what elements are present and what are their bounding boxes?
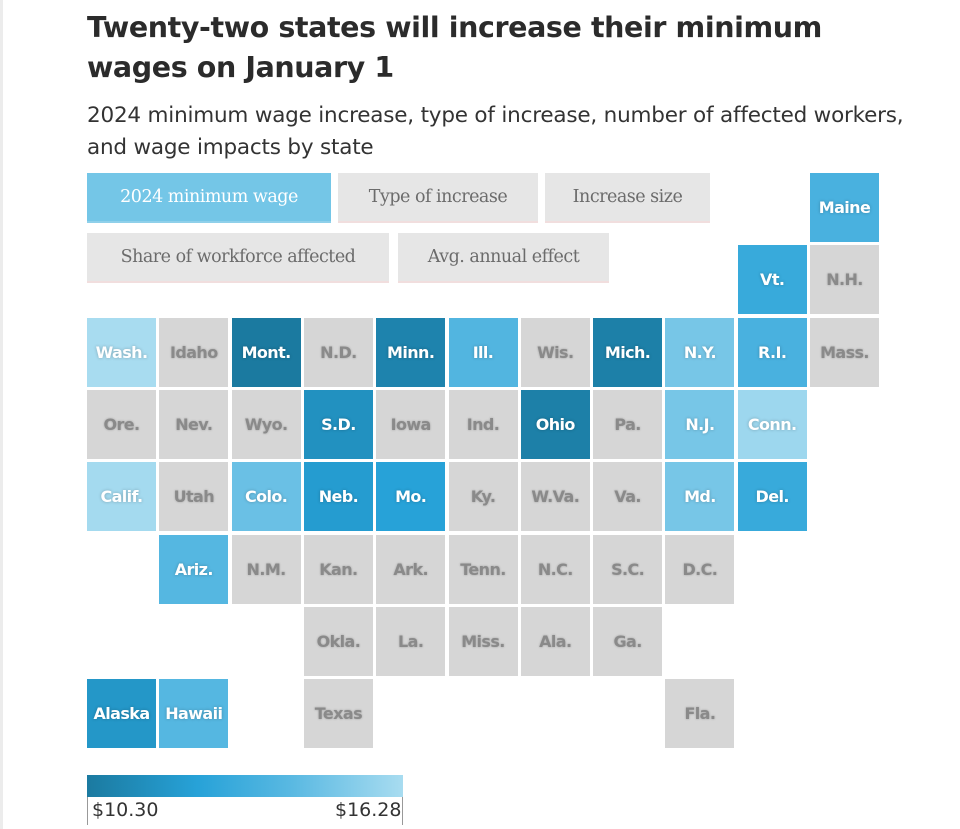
state-tile-n-j[interactable]: N.J. (665, 389, 735, 459)
state-tile-miss[interactable]: Miss. (448, 606, 518, 676)
state-tile-minn[interactable]: Minn. (376, 317, 446, 387)
state-tile-n-c[interactable]: N.C. (520, 534, 590, 604)
state-tile-nev[interactable]: Nev. (159, 389, 229, 459)
state-tile-iowa[interactable]: Iowa (376, 389, 446, 459)
state-tile-d-c[interactable]: D.C. (665, 534, 735, 604)
state-tile-ind[interactable]: Ind. (448, 389, 518, 459)
state-tile-n-m[interactable]: N.M. (231, 534, 301, 604)
state-tile-ga[interactable]: Ga. (593, 606, 663, 676)
chart-title: Twenty-two states will increase their mi… (87, 11, 822, 84)
state-tile-s-d[interactable]: S.D. (303, 389, 373, 459)
state-tile-mo[interactable]: Mo. (376, 462, 446, 532)
state-tile-wis[interactable]: Wis. (520, 317, 590, 387)
state-tile-ohio[interactable]: Ohio (520, 389, 590, 459)
state-tile-conn[interactable]: Conn. (737, 389, 807, 459)
state-tile-la[interactable]: La. (376, 606, 446, 676)
tab-avg-annual-effect[interactable]: Avg. annual effect (398, 233, 609, 283)
state-tile-n-h[interactable]: N.H. (810, 245, 879, 315)
state-tile-fla[interactable]: Fla. (665, 679, 735, 749)
legend-min-label: $10.30 (92, 799, 159, 821)
state-tile-okla[interactable]: Okla. (303, 606, 373, 676)
state-tile-wash[interactable]: Wash. (87, 317, 156, 387)
page-left-border (0, 0, 3, 829)
state-tile-del[interactable]: Del. (737, 462, 807, 532)
state-tile-mont[interactable]: Mont. (231, 317, 301, 387)
state-tile-md[interactable]: Md. (665, 462, 735, 532)
state-tile-r-i[interactable]: R.I. (737, 317, 807, 387)
state-tile-n-y[interactable]: N.Y. (665, 317, 735, 387)
tab-share-of-workforce-affected[interactable]: Share of workforce affected (87, 233, 389, 283)
legend-max-label: $16.28 (335, 799, 402, 821)
state-tile-va[interactable]: Va. (593, 462, 663, 532)
state-tile-ill[interactable]: Ill. (448, 317, 518, 387)
state-tile-kan[interactable]: Kan. (303, 534, 373, 604)
tab-type-of-increase[interactable]: Type of increase (338, 173, 538, 223)
state-tile-neb[interactable]: Neb. (303, 462, 373, 532)
state-tile-tenn[interactable]: Tenn. (448, 534, 518, 604)
state-tile-mass[interactable]: Mass. (810, 317, 879, 387)
tab-increase-size[interactable]: Increase size (545, 173, 710, 223)
state-tile-n-d[interactable]: N.D. (303, 317, 373, 387)
state-tile-ky[interactable]: Ky. (448, 462, 518, 532)
state-tile-s-c[interactable]: S.C. (593, 534, 663, 604)
state-tile-idaho[interactable]: Idaho (159, 317, 229, 387)
state-tile-wyo[interactable]: Wyo. (231, 389, 301, 459)
state-tile-ala[interactable]: Ala. (520, 606, 590, 676)
state-tile-texas[interactable]: Texas (303, 679, 373, 749)
state-tile-utah[interactable]: Utah (159, 462, 229, 532)
legend-color-scale (87, 775, 403, 797)
state-tile-ariz[interactable]: Ariz. (159, 534, 229, 604)
state-tile-ore[interactable]: Ore. (87, 389, 156, 459)
state-tile-colo[interactable]: Colo. (231, 462, 301, 532)
state-tile-ark[interactable]: Ark. (376, 534, 446, 604)
state-tile-alaska[interactable]: Alaska (87, 679, 156, 749)
state-tile-mich[interactable]: Mich. (593, 317, 663, 387)
state-tile-calif[interactable]: Calif. (87, 462, 156, 532)
tab-2024-minimum-wage[interactable]: 2024 minimum wage (87, 173, 331, 223)
state-tile-hawaii[interactable]: Hawaii (159, 679, 229, 749)
state-tile-pa[interactable]: Pa. (593, 389, 663, 459)
legend-tick-max (402, 797, 403, 825)
state-tile-w-va[interactable]: W.Va. (520, 462, 590, 532)
state-tile-vt[interactable]: Vt. (737, 245, 807, 315)
chart-subtitle: 2024 minimum wage increase, type of incr… (87, 103, 904, 160)
state-tile-maine[interactable]: Maine (810, 173, 879, 242)
legend-tick-min (87, 797, 88, 825)
